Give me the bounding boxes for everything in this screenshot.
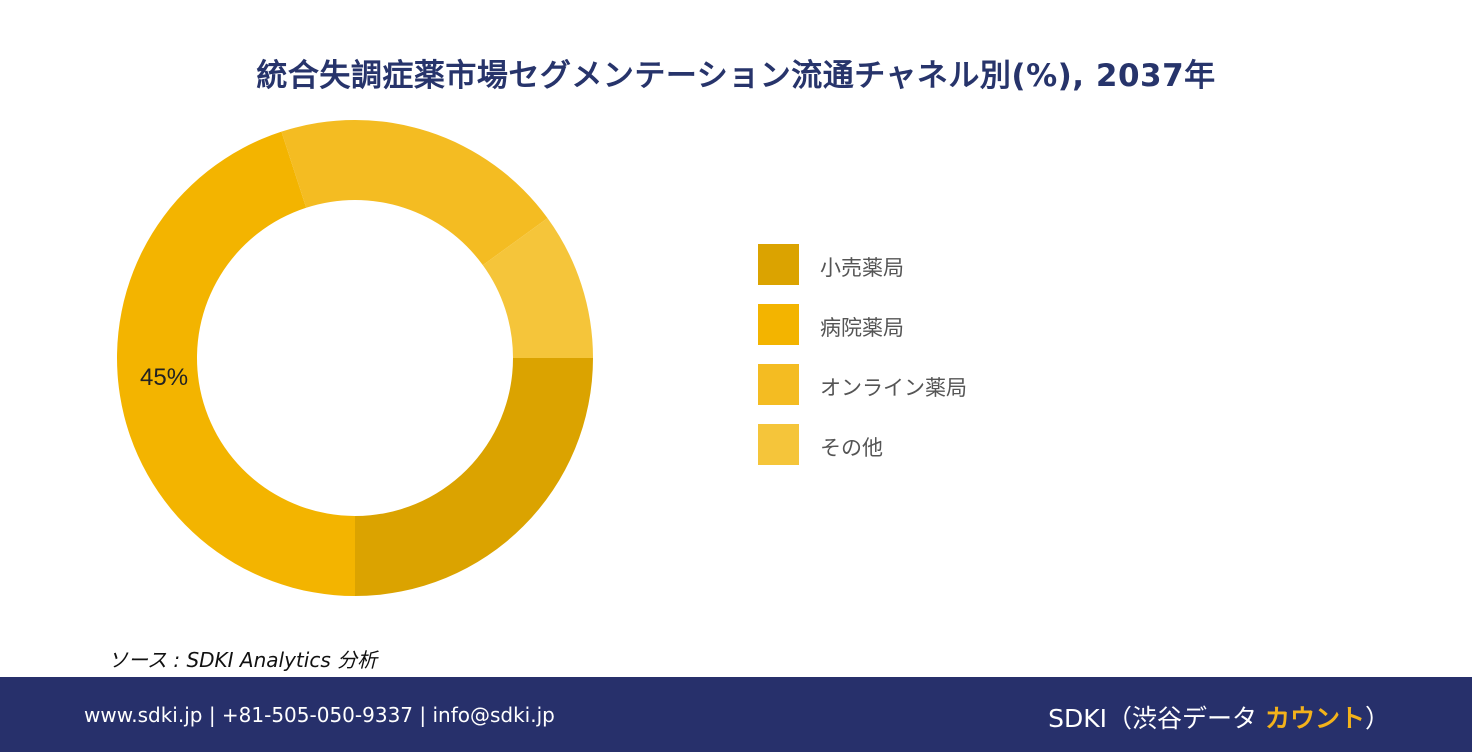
donut-slice-4 bbox=[482, 218, 593, 358]
legend-swatch bbox=[758, 364, 799, 405]
brand-prefix: SDKI（渋谷データ bbox=[1048, 704, 1265, 733]
footer-brand: SDKI（渋谷データ カウント） bbox=[1048, 699, 1390, 735]
legend-label: オンライン薬局 bbox=[820, 376, 967, 400]
legend-label: その他 bbox=[820, 436, 883, 460]
donut-chart: 45% bbox=[116, 119, 593, 596]
footer-bar: www.sdki.jp | +81-505-050-9337 | info@sd… bbox=[0, 677, 1472, 752]
legend-swatch bbox=[758, 424, 799, 465]
donut-slice-1 bbox=[355, 358, 593, 596]
donut-slice-3 bbox=[281, 119, 548, 266]
chart-title: 統合失調症薬市場セグメンテーション流通チャネル別(%), 2037年 bbox=[256, 58, 1216, 94]
legend-swatch bbox=[758, 244, 799, 285]
source-note: ソース : SDKI Analytics 分析 bbox=[108, 648, 378, 672]
footer-contact-info: www.sdki.jp | +81-505-050-9337 | info@sd… bbox=[84, 703, 555, 727]
legend-swatch bbox=[758, 304, 799, 345]
legend-label: 小売薬局 bbox=[820, 256, 904, 280]
donut-slice-2 bbox=[116, 131, 355, 596]
legend-label: 病院薬局 bbox=[820, 316, 904, 340]
data-label-2: 45% bbox=[140, 364, 188, 391]
brand-suffix: ） bbox=[1364, 704, 1390, 733]
brand-accent: カウント bbox=[1264, 704, 1365, 733]
